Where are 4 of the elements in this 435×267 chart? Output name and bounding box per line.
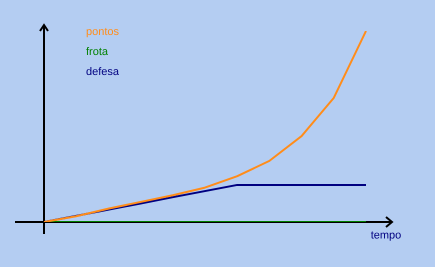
text: defesa: [86, 66, 120, 78]
x-axis-title: tempo: [370, 230, 402, 242]
text: pontos: [86, 26, 120, 38]
text: frota: [86, 46, 109, 58]
